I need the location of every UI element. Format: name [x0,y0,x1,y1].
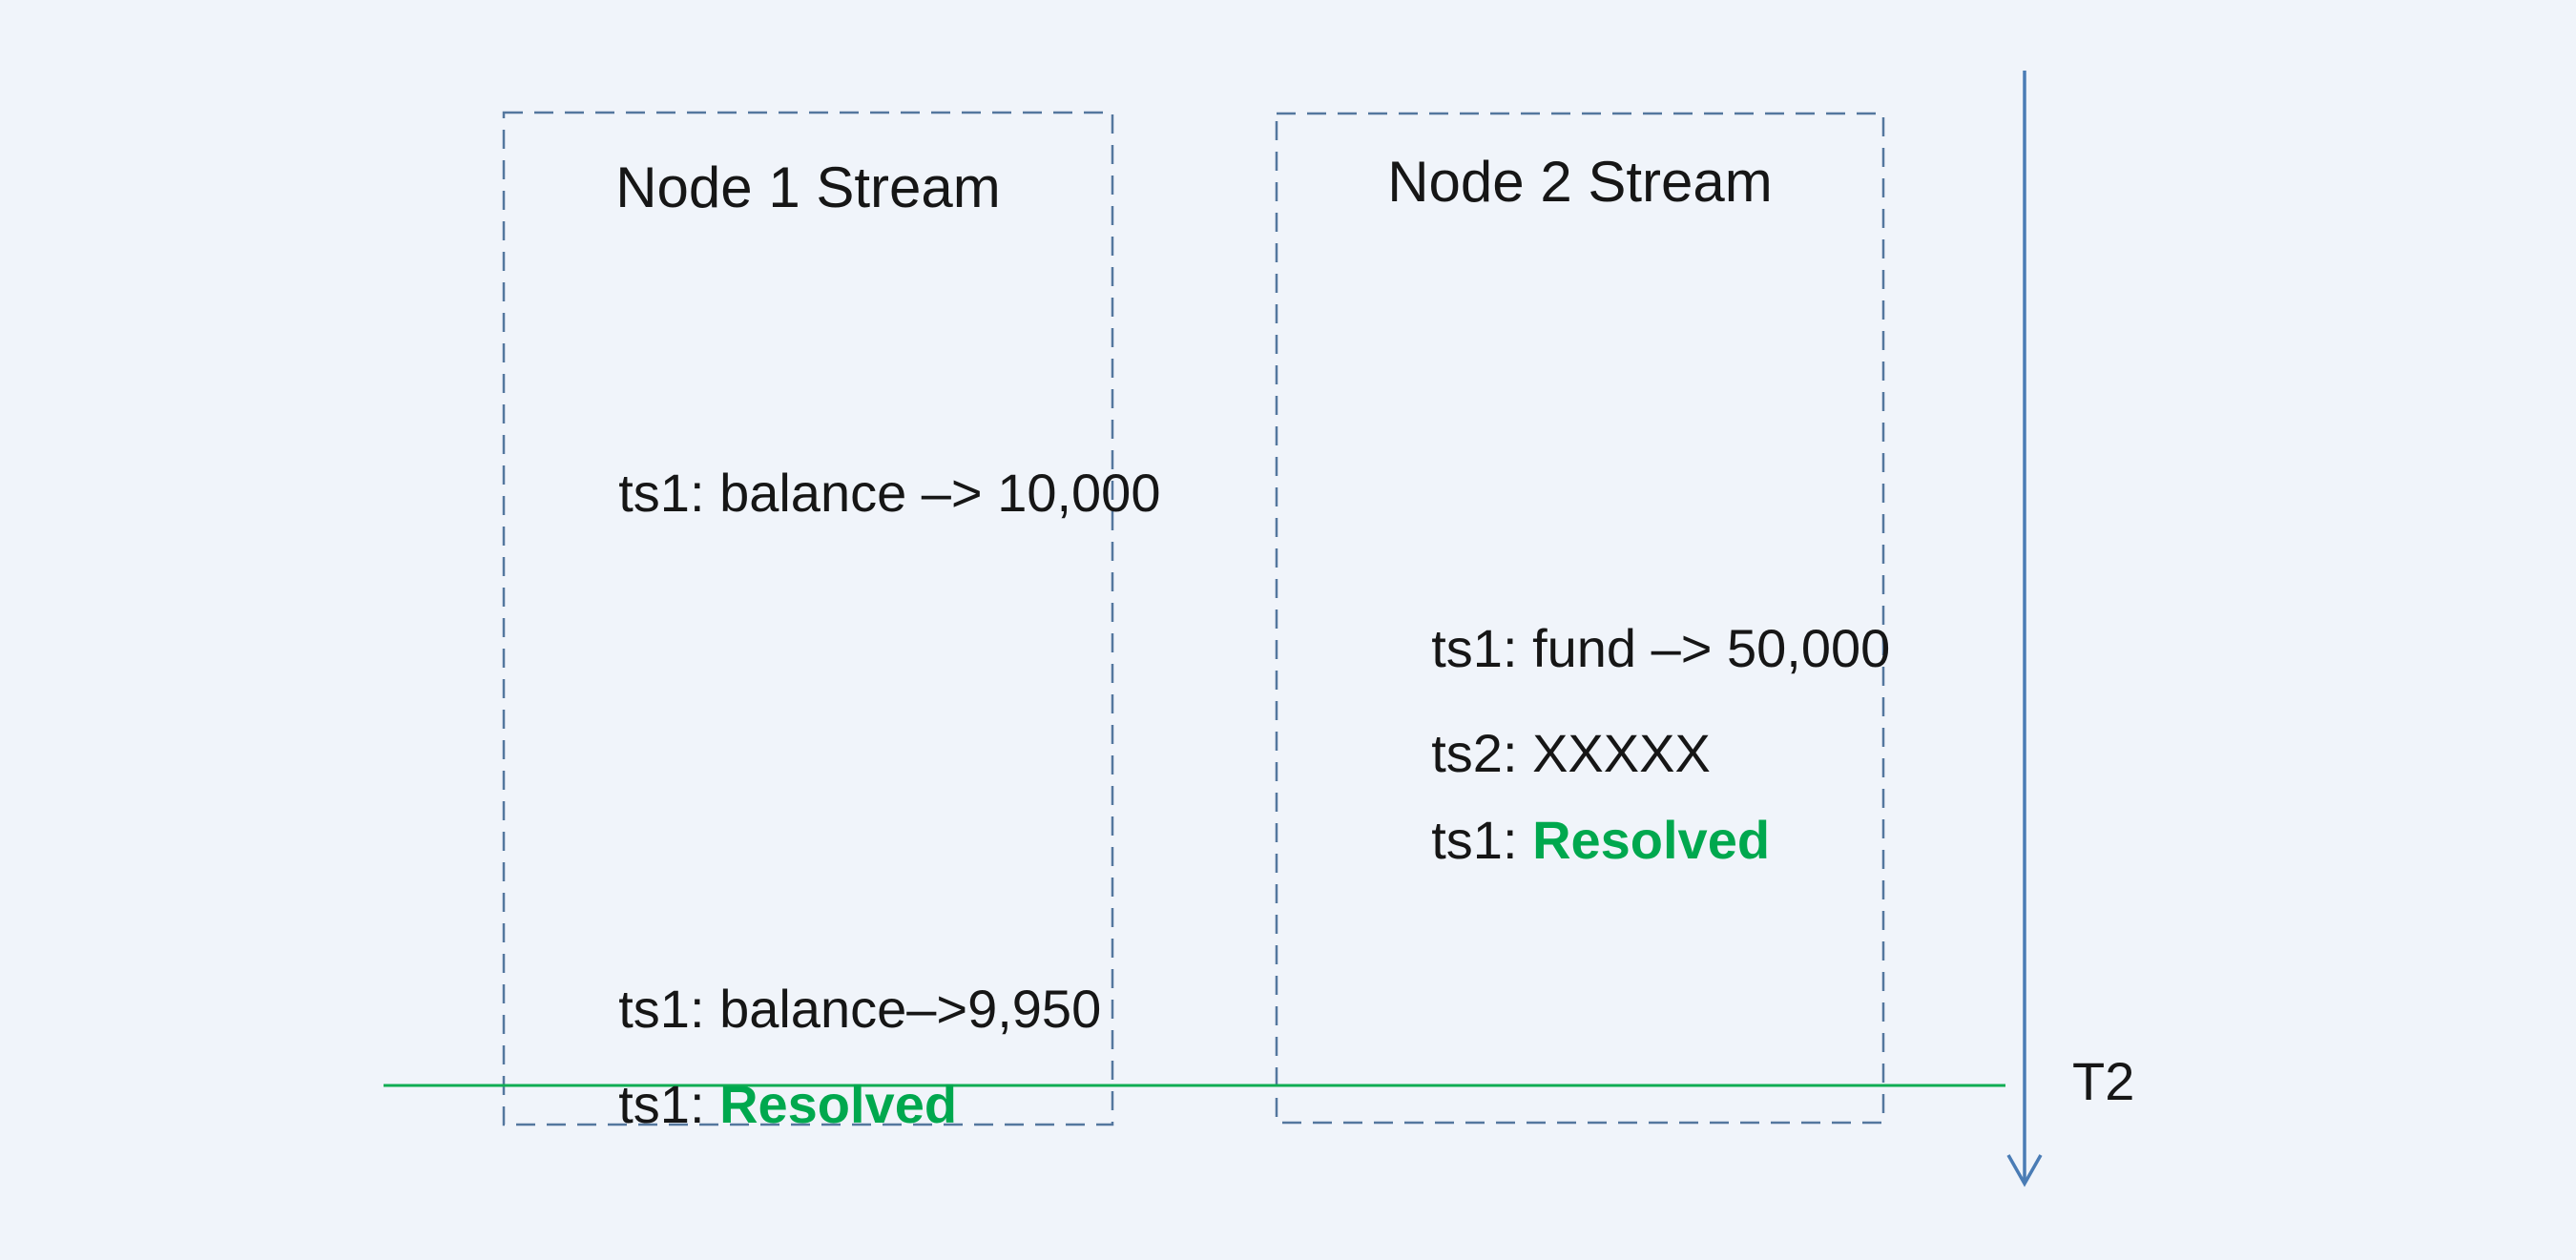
node1-stream-title: Node 1 Stream [615,155,1001,219]
node2-event-resolved: ts1: Resolved [1372,749,1770,932]
node1-event-balance-9950: ts1: balance–>9,950 [559,918,1101,1101]
node2-stream-box [1275,112,1885,1125]
event-value-resolved: Resolved [1532,810,1771,870]
event-timestamp-label: ts1: [618,979,720,1039]
event-timestamp-label: ts1: [618,463,720,523]
node1-event-balance-10000: ts1: balance –> 10,000 [559,402,1160,585]
event-timestamp-label: ts1: [1431,810,1533,870]
event-value-resolved: Resolved [719,1074,958,1134]
event-value: balance –> 10,000 [719,463,1161,523]
node2-event-fund-50000: ts1: fund –> 50,000 [1372,557,1890,740]
time-axis-arrowhead-icon [2006,1154,2043,1188]
node2-event-xxxxx: ts2: XXXXX [1372,662,1711,845]
event-value: XXXXX [1532,723,1711,783]
timeline-t2-label: T2 [2072,1051,2135,1111]
event-timestamp-label: ts1: [618,1074,720,1134]
event-timestamp-label: ts1: [1431,618,1533,678]
event-value: balance–>9,950 [719,979,1102,1039]
event-value: fund –> 50,000 [1532,618,1891,678]
event-timestamp-label: ts2: [1431,723,1533,783]
node1-stream-box [502,111,1114,1126]
node2-stream-title: Node 2 Stream [1387,150,1773,214]
node1-event-resolved: ts1: Resolved [559,1013,957,1196]
